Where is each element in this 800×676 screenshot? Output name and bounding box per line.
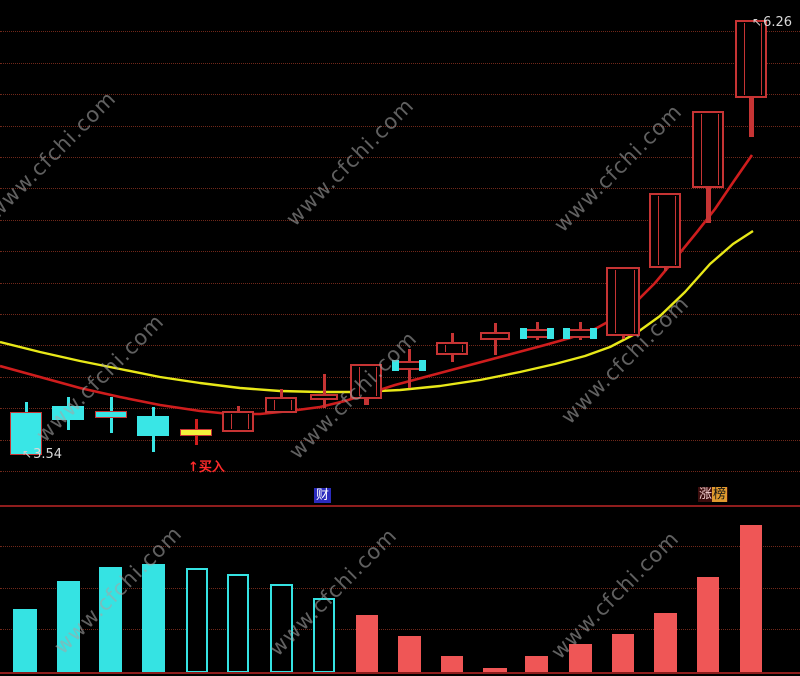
candle-flank-mark (419, 360, 426, 371)
candle-flank-mark (392, 360, 399, 371)
price-gridline (0, 188, 800, 189)
candle-body (137, 416, 169, 436)
candle-wick (322, 374, 326, 408)
ma-lines-layer (0, 154, 754, 416)
buy-arrow-icon: ↑ (188, 460, 199, 475)
candle-body-innerline (291, 400, 292, 410)
candle-body-innerline (658, 196, 659, 265)
price-gridline (0, 157, 800, 158)
high-price-label: ↖6.26 (752, 15, 793, 30)
volume-bar (142, 564, 165, 673)
candle-body (52, 406, 84, 420)
candle-body-innerline (248, 414, 249, 429)
volume-bar (356, 615, 378, 673)
candle-body-innerline (675, 196, 676, 265)
tab-zhangbang-hotkey: 榜 (712, 487, 728, 502)
volume-bar (569, 644, 592, 673)
candle-body (649, 193, 681, 268)
candle-wick (279, 389, 283, 397)
volume-bar (13, 609, 37, 673)
candle-body-innerline (231, 414, 232, 429)
candle-body (222, 411, 254, 432)
candle-flank-mark (563, 328, 570, 339)
price-gridline (0, 126, 800, 127)
low-price-arrow-icon: ↖ (22, 447, 33, 461)
volume-gridline (0, 588, 800, 589)
candle-body-innerline (376, 367, 377, 396)
volume-bar (186, 568, 208, 673)
candle-body-innerline (462, 345, 463, 352)
candle-wick (363, 399, 369, 405)
volume-gridline (0, 546, 800, 547)
price-gridline (0, 471, 800, 472)
price-gridline (0, 345, 800, 346)
buy-signal-marker: ↑买入 (188, 460, 225, 475)
price-gridline (0, 220, 800, 221)
low-price-label: ↖3.54 (22, 447, 63, 462)
volume-bar (654, 613, 677, 673)
high-price-arrow-icon: ↖ (752, 15, 763, 29)
candle-body (606, 267, 640, 336)
volume-gridline (0, 629, 800, 630)
candle-flank-mark (547, 328, 554, 339)
candle-wick (236, 406, 240, 411)
volume-bar (57, 581, 80, 673)
candle-body (350, 364, 382, 399)
price-gridline (0, 314, 800, 315)
volume-bar (270, 584, 293, 673)
volume-pane[interactable] (0, 507, 800, 676)
volume-bar (398, 636, 421, 673)
candle-body-innerline (701, 114, 702, 185)
ma-slow-yellow (0, 229, 754, 394)
candlestick-pane[interactable] (0, 0, 800, 505)
candle-body-innerline (615, 270, 616, 333)
candle-body-innerline (761, 23, 762, 95)
candle-flank-mark (590, 328, 597, 339)
volume-bar (483, 668, 507, 673)
tab-zhangbang[interactable]: 涨榜 (698, 487, 729, 502)
volume-bar (313, 598, 335, 673)
candle-body (692, 111, 724, 188)
candle-body (436, 342, 468, 355)
volume-bar (227, 574, 249, 673)
volume-bar (740, 525, 762, 673)
volume-bar (612, 634, 634, 673)
candle-body (735, 20, 767, 98)
price-gridline (0, 440, 800, 441)
volume-bar (525, 656, 548, 673)
bottom-border-line (0, 672, 800, 674)
volume-bar (441, 656, 463, 673)
candle-body (310, 394, 338, 400)
price-gridline (0, 31, 800, 32)
candle-wick (663, 268, 667, 271)
ma-fast-red (0, 154, 754, 416)
volume-bar (697, 577, 719, 673)
price-gridline (0, 63, 800, 64)
candle-body (265, 397, 297, 413)
price-gridline (0, 377, 800, 378)
price-gridline (0, 94, 800, 95)
candle-body-innerline (359, 367, 360, 396)
tab-cai[interactable]: 财 (314, 488, 332, 503)
candle-body-innerline (718, 114, 719, 185)
pane-separator (0, 505, 800, 507)
candle-body-innerline (634, 270, 635, 333)
candle-body-innerline (274, 400, 275, 410)
candle-wick (705, 188, 711, 223)
candle-body (180, 429, 212, 436)
candle-flank-mark (520, 328, 527, 339)
candle-body (480, 332, 510, 340)
price-gridline (0, 251, 800, 252)
candle-body (10, 412, 42, 455)
price-gridline (0, 408, 800, 409)
candle-wick (621, 336, 625, 339)
candle-body-innerline (445, 345, 446, 352)
candle-body-innerline (744, 23, 745, 95)
candle-body (95, 411, 127, 418)
candle-wick (748, 98, 754, 137)
price-gridline (0, 283, 800, 284)
volume-bar (99, 567, 122, 673)
candle-wick (24, 402, 28, 412)
